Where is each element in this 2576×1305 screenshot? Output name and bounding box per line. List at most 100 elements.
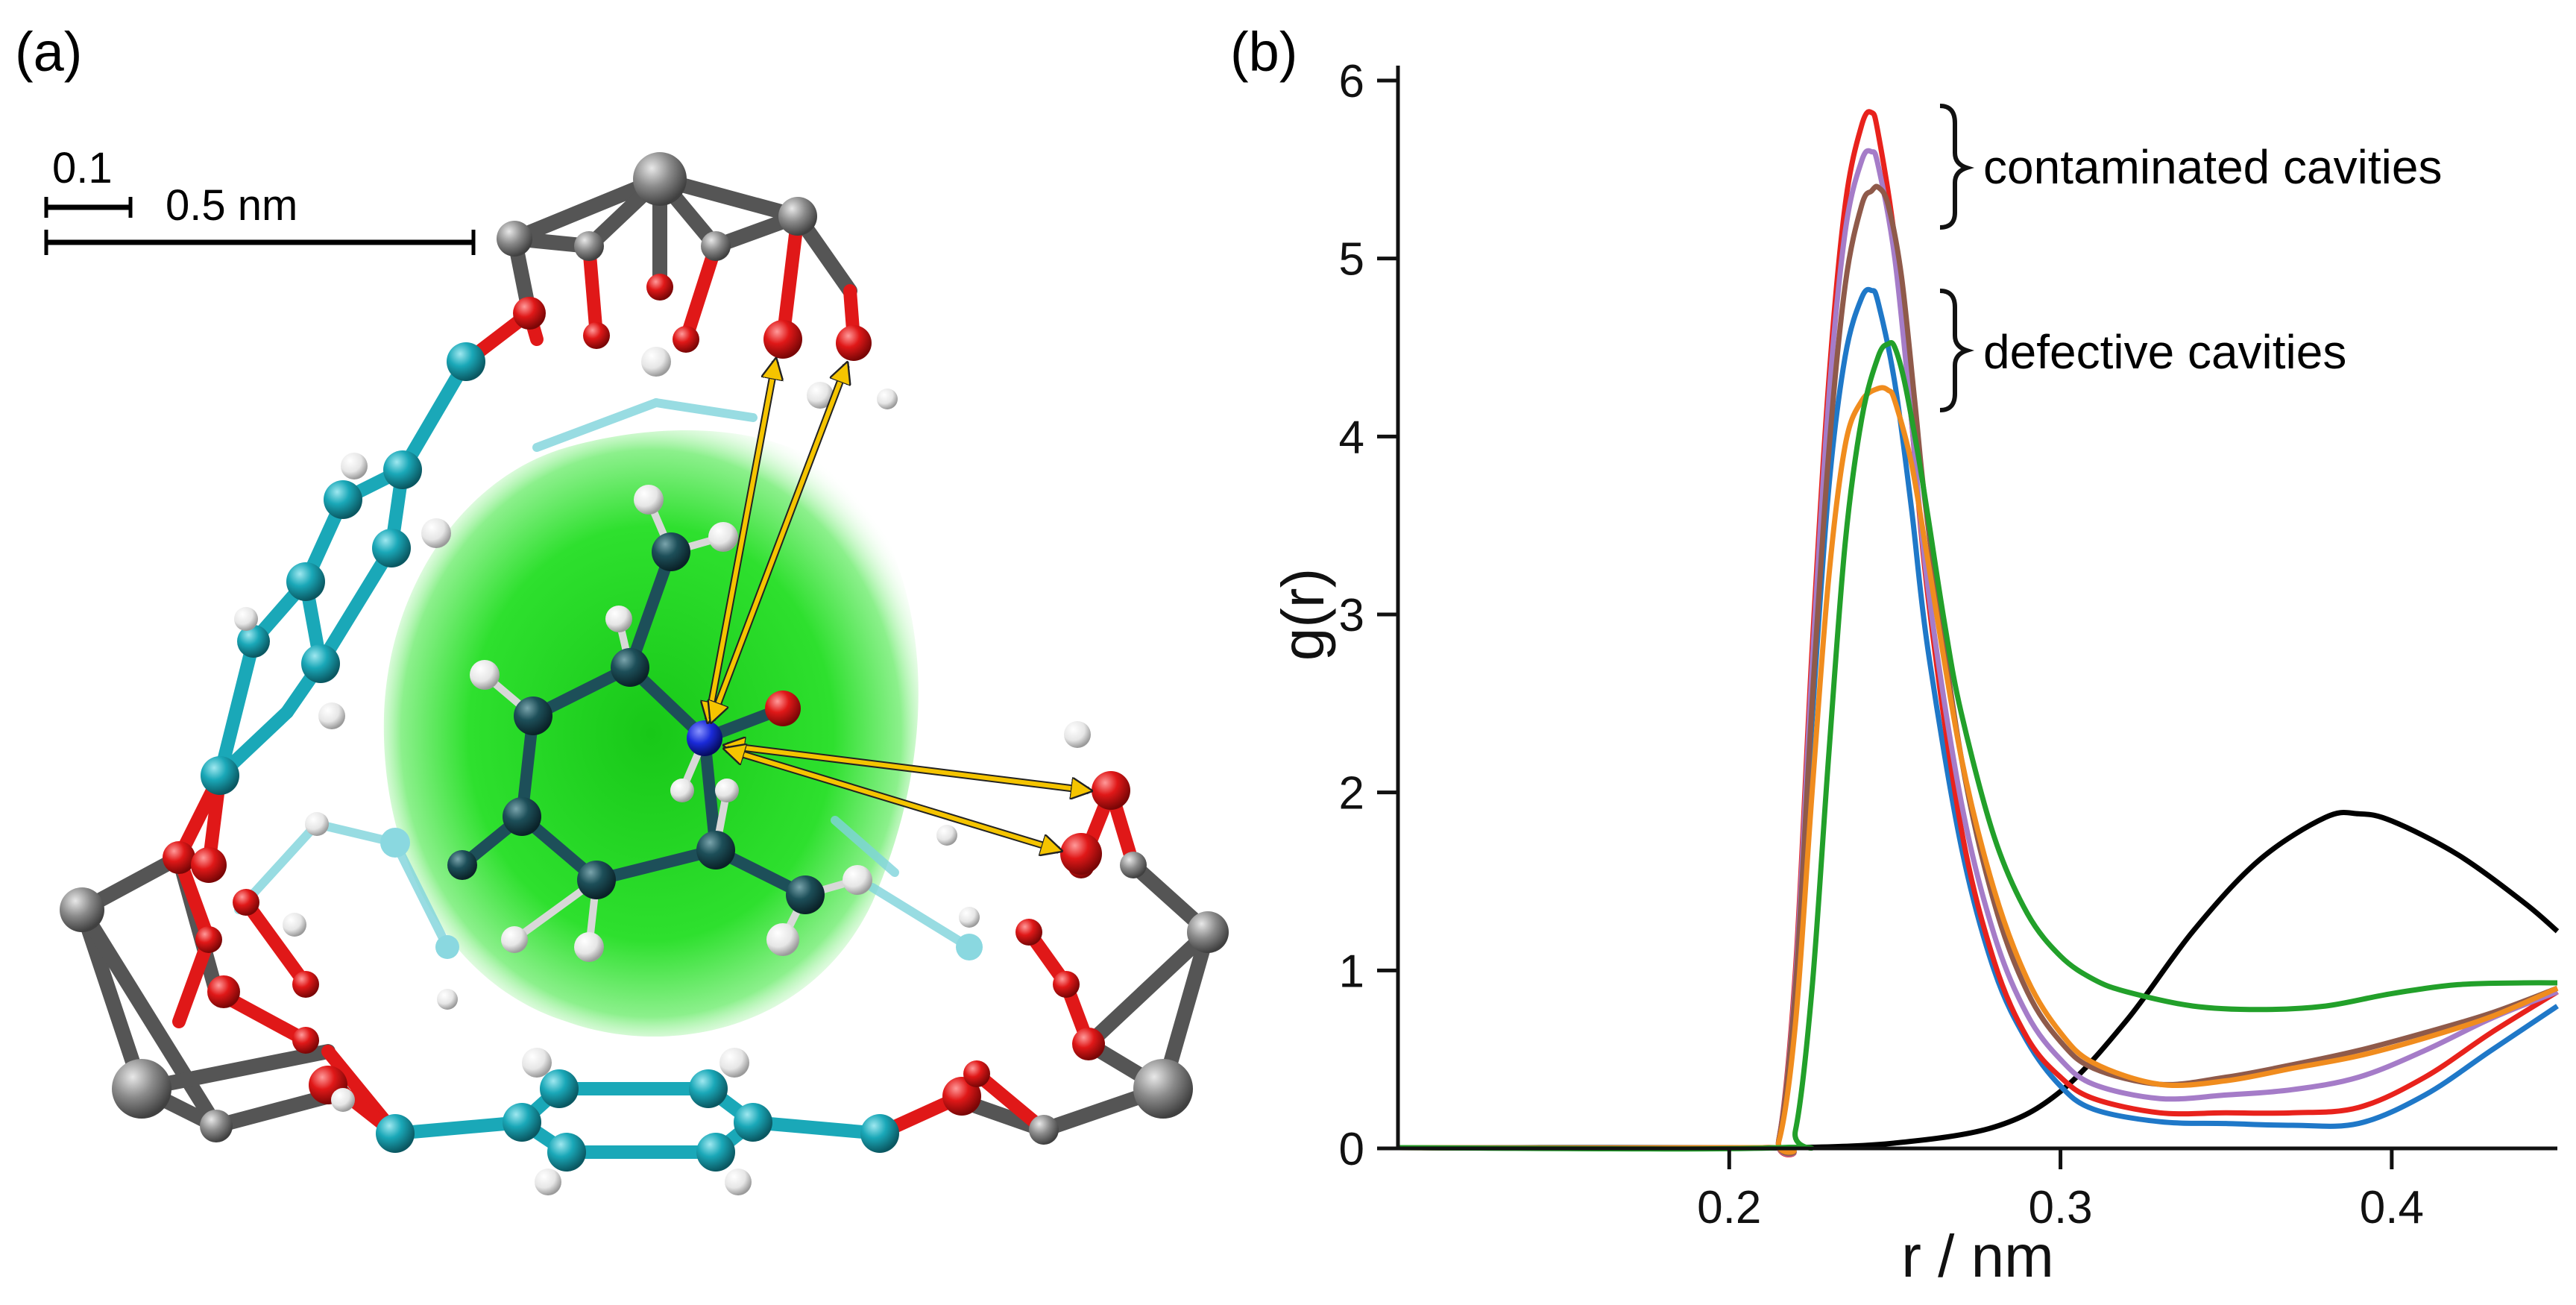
linker-carbon-atom xyxy=(376,1114,415,1153)
oxygen-atom xyxy=(292,1027,319,1054)
defective-label: defective cavities xyxy=(1983,325,2346,379)
guest-carbon-atom xyxy=(786,875,825,914)
chart-axes: 0 1 2 3 4 5 6 0.2 0.3 0.4 r / nm g(r) xyxy=(1270,56,2557,1289)
linker-carbon-atom xyxy=(380,828,410,858)
guest-hydrogen-atom xyxy=(634,485,664,515)
cavity-surface xyxy=(383,430,919,1037)
hydrogen-atom xyxy=(421,518,451,548)
guest-hydrogen-atom xyxy=(715,779,739,802)
hydrogen-atom xyxy=(1064,721,1091,748)
x-tick-label: 0.3 xyxy=(2028,1182,2092,1233)
panel-a-label: (a) xyxy=(15,21,82,83)
guest-hydrogen-atom xyxy=(766,923,799,956)
guest-hydrogen-atom xyxy=(670,779,694,802)
panel-b-rdf-chart: (b) 0 1 2 3 4 5 6 0.2 0.3 0.4 r / nm g(r) contamina… xyxy=(1230,21,2560,1289)
hydrogen-atom xyxy=(437,989,458,1010)
hydrogen-atom xyxy=(522,1048,552,1078)
guest-hydrogen-atom xyxy=(501,926,528,953)
metal-atom xyxy=(497,221,532,257)
nitrogen-atom xyxy=(687,720,722,756)
series-line-orange xyxy=(1397,385,2559,1155)
oxygen-atom xyxy=(942,1077,981,1116)
distance-arrow xyxy=(712,365,846,720)
metal-atom xyxy=(112,1059,171,1119)
hydrogen-atom xyxy=(535,1169,561,1195)
guest-carbon-atom xyxy=(696,831,735,870)
scale-bar: 0.1 0.5 nm xyxy=(44,144,476,255)
hydrogen-atom xyxy=(305,812,329,836)
guest-carbon-atom xyxy=(611,648,649,687)
metal-atom xyxy=(778,197,817,236)
y-tick-label: 6 xyxy=(1339,56,1364,107)
hydrogen-atom xyxy=(318,702,345,729)
y-axis-label: g(r) xyxy=(1270,568,1336,661)
guest-carbon-atom xyxy=(503,797,541,836)
contaminated-label: contaminated cavities xyxy=(1983,140,2442,194)
scale-bar-large-label: 0.5 nm xyxy=(166,181,297,230)
hydrogen-atom xyxy=(331,1088,355,1112)
guest-hydrogen-atom xyxy=(574,932,604,962)
series-line-green xyxy=(1397,340,2558,1152)
oxygen-atom xyxy=(1053,971,1080,998)
hydrogen-atom xyxy=(641,347,671,377)
linker-carbon-atom xyxy=(324,480,362,519)
linker-carbon-atom xyxy=(286,562,325,601)
metal-atom xyxy=(1133,1059,1193,1119)
oxygen-atom xyxy=(673,326,699,353)
hydrogen-atom xyxy=(877,389,898,409)
linker-carbon-atom xyxy=(860,1114,899,1153)
metal-atom xyxy=(633,152,687,206)
oxygen-atom xyxy=(195,926,222,953)
linker-carbon-atom xyxy=(540,1069,579,1108)
y-tick-label: 5 xyxy=(1339,234,1364,286)
linker-carbon-atom xyxy=(372,529,411,567)
oxygen-atom xyxy=(836,325,872,361)
oxygen-atom xyxy=(233,889,259,916)
distance-arrows xyxy=(708,362,1089,850)
linker-carbon-atom xyxy=(383,450,422,489)
metal-atom xyxy=(200,1110,233,1142)
guest-carbon-atom xyxy=(652,532,690,571)
oxygen-atom xyxy=(963,1060,990,1087)
oxygen-atom xyxy=(1092,771,1130,810)
panel-a-molecular-structure: (a) 0.1 0.5 nm xyxy=(15,21,1229,1195)
defective-brace xyxy=(1939,289,1975,412)
hydrogen-atom xyxy=(719,1048,749,1078)
distance-arrow xyxy=(727,749,1059,850)
linker-carbon-atom xyxy=(734,1103,772,1142)
oxygen-atom xyxy=(292,971,319,998)
guest-hydrogen-atom xyxy=(708,522,738,552)
linker-carbon-atom xyxy=(503,1103,541,1142)
metal-atom xyxy=(1029,1115,1059,1145)
guest-hydrogen-atom xyxy=(843,865,872,895)
metal-atom xyxy=(1120,852,1147,878)
oxygen-atom xyxy=(646,274,673,301)
linker-carbon-atom xyxy=(696,1133,735,1172)
series-line-blue xyxy=(1397,286,2559,1157)
linker-carbon-atom xyxy=(956,934,983,960)
hydrogen-atom xyxy=(341,453,368,479)
oxygen-atom xyxy=(207,975,240,1008)
bottom-linker-bonds xyxy=(388,1082,887,1159)
linker-carbon-atom xyxy=(201,756,239,795)
y-tick-label: 1 xyxy=(1339,946,1364,997)
hydrogen-atom xyxy=(283,913,306,937)
contaminated-brace xyxy=(1939,104,1975,230)
oxygen-atom xyxy=(1072,1028,1105,1060)
guest-carbon-atom xyxy=(447,850,477,880)
guest-hydrogen-atom xyxy=(605,606,632,632)
hydrogen-atom xyxy=(959,907,980,928)
plot-area xyxy=(1397,109,2560,1158)
metal-atom xyxy=(574,231,604,261)
oxygen-atom xyxy=(1060,833,1102,875)
linker-carbon-atom xyxy=(447,342,485,381)
guest-molecule xyxy=(447,485,872,962)
x-axis-label: r / nm xyxy=(1901,1223,2053,1289)
hydrogen-atom xyxy=(936,825,957,846)
linker-carbon-atom xyxy=(301,644,340,683)
series-line-brown xyxy=(1397,183,2559,1157)
metal-atom xyxy=(1187,911,1229,953)
linker-carbon-atom xyxy=(689,1069,728,1108)
metal-atom xyxy=(701,231,731,261)
